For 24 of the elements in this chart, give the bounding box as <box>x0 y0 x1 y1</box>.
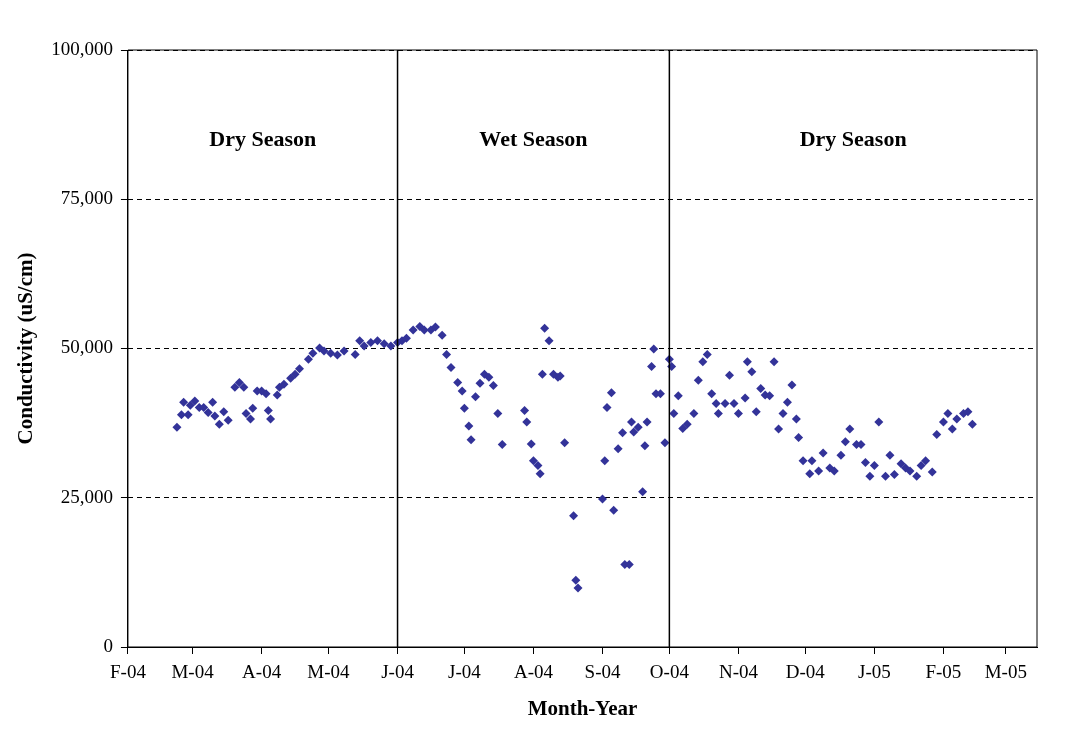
annotation: Dry Season <box>799 125 907 151</box>
y-tick-label: 25,000 <box>60 485 113 507</box>
x-tick-label: J-05 <box>857 661 891 683</box>
x-axis-title: Month-Year <box>527 695 638 720</box>
x-tick-label: M-04 <box>171 661 215 683</box>
x-tick-label: J-04 <box>381 661 415 683</box>
y-tick-label: 100,000 <box>51 37 113 59</box>
x-tick-label: M-05 <box>984 661 1027 683</box>
y-axis-title: Conductivity (uS/cm) <box>13 252 38 445</box>
x-tick-label: A-04 <box>513 661 554 683</box>
annotation: Dry Season <box>209 125 317 151</box>
x-tick-label: O-04 <box>649 661 690 683</box>
x-tick-label: F-04 <box>110 661 147 683</box>
x-tick-label: D-04 <box>785 661 826 683</box>
x-tick-label: M-04 <box>307 661 351 683</box>
x-tick-label: N-04 <box>718 661 759 683</box>
x-tick-label: F-05 <box>925 661 962 683</box>
y-tick-label: 75,000 <box>60 187 113 209</box>
y-tick-label: 0 <box>103 634 113 656</box>
x-tick-label: S-04 <box>584 661 621 683</box>
x-tick-label: A-04 <box>242 661 282 683</box>
y-tick-label: 50,000 <box>60 336 113 358</box>
annotation: Wet Season <box>479 125 588 151</box>
x-tick-label: J-04 <box>448 661 482 683</box>
